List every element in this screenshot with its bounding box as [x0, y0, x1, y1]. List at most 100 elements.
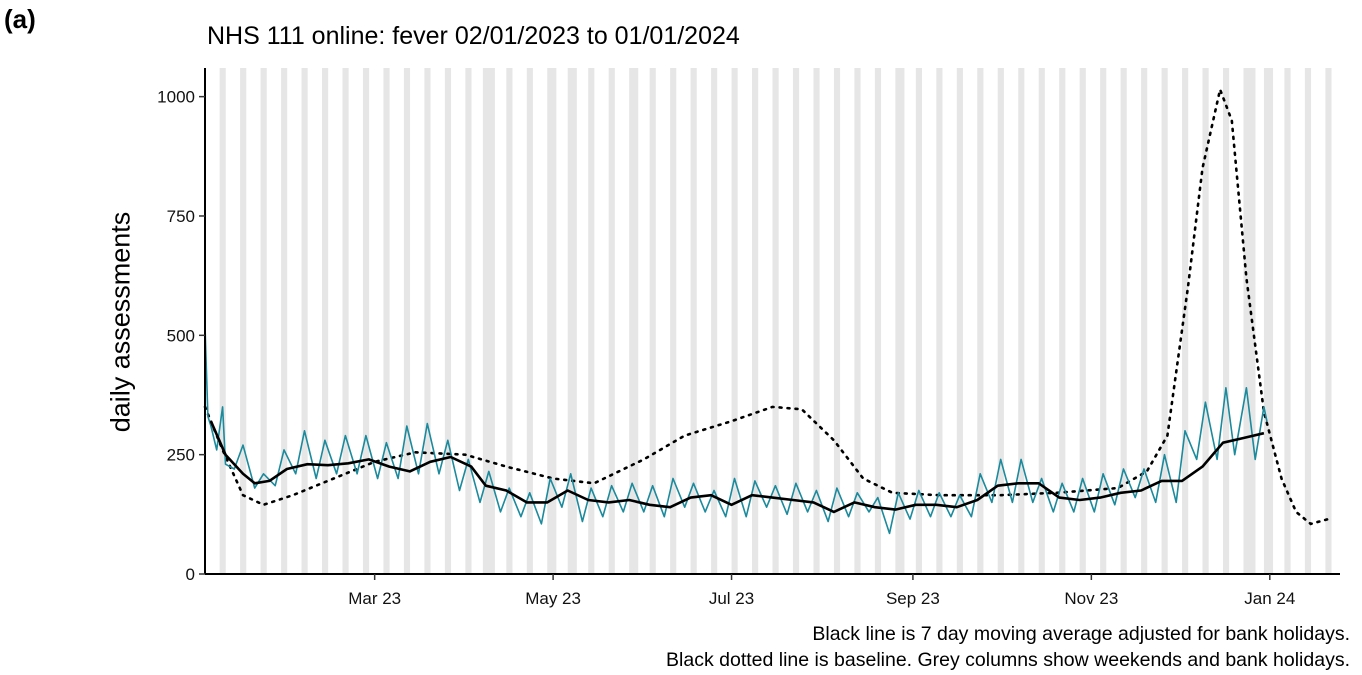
weekend-column [792, 68, 797, 574]
weekend-column [1287, 68, 1291, 574]
weekend-column [1202, 68, 1206, 574]
weekend-column [754, 68, 759, 574]
weekend-column [263, 68, 267, 574]
weekend-column [1307, 68, 1312, 574]
weekend-column [342, 68, 346, 574]
weekend-column [673, 68, 677, 574]
weekend-column [874, 68, 879, 574]
weekend-column [813, 68, 817, 574]
weekend-column [304, 68, 308, 574]
weekend-column [1062, 68, 1066, 574]
weekend-column [977, 68, 981, 574]
weekend-column [553, 68, 557, 574]
weekend-column [1205, 68, 1209, 574]
weekend-column [1018, 68, 1022, 574]
weekend-column [1021, 68, 1025, 574]
weekend-column [591, 68, 595, 574]
panel-label: (a) [4, 4, 36, 34]
weekend-column [997, 68, 1001, 574]
weekend-column [362, 68, 367, 574]
weekend-column [222, 68, 226, 574]
weekend-column [509, 68, 513, 574]
weekend-column [588, 68, 592, 574]
weekend-column [693, 68, 697, 574]
weekend-column [877, 68, 882, 574]
x-tick-label: Mar 23 [348, 589, 401, 608]
weekend-column [526, 68, 531, 574]
weekend-column [670, 68, 674, 574]
weekend-column [424, 68, 428, 574]
weekend-column [567, 68, 571, 574]
weekend-column [1284, 68, 1288, 574]
weekend-column [649, 68, 653, 574]
weekend-column [918, 68, 922, 574]
weekend-column [836, 68, 841, 574]
y-tick-label: 500 [167, 326, 195, 345]
weekend-column [529, 68, 533, 574]
weekend-column [939, 68, 943, 574]
weekend-column [1325, 68, 1329, 574]
weekend-column [1100, 68, 1104, 574]
weekend-column [1328, 68, 1332, 574]
weekend-column [281, 68, 285, 574]
weekend-column [324, 68, 329, 574]
weekend-column [711, 68, 715, 574]
weekend-column [611, 68, 615, 574]
x-tick-label: Sep 23 [886, 589, 940, 608]
weekend-column [1059, 68, 1063, 574]
weekend-column [895, 68, 899, 574]
weekend-column [1103, 68, 1107, 574]
weekend-column [550, 68, 554, 574]
weekend-column [1164, 68, 1168, 574]
weekend-column [1304, 68, 1309, 574]
weekend-column [816, 68, 820, 574]
weekend-column [752, 68, 756, 574]
weekend-column [1041, 68, 1045, 574]
weekend-column [772, 68, 776, 574]
weekend-column [465, 68, 469, 574]
weekend-column [1225, 68, 1230, 574]
weekend-column [915, 68, 920, 574]
caption-line-2: Black dotted line is baseline. Grey colu… [666, 649, 1350, 671]
weekend-column [775, 68, 779, 574]
weekend-column [1123, 68, 1127, 574]
weekend-column [447, 68, 452, 574]
weekend-column [635, 68, 639, 574]
weekend-column [713, 68, 718, 574]
weekend-column [632, 68, 636, 574]
axes: 0 250 500 750 1000 Mar 23 May 23 Jul 23 Sep 23 No… [157, 68, 1340, 608]
weekend-column [690, 68, 694, 574]
weekend-column [1184, 68, 1189, 574]
weekend-column [731, 68, 735, 574]
weekend-column [301, 68, 305, 574]
weekend-column [795, 68, 800, 574]
weekend-column [608, 68, 612, 574]
weekend-column [901, 68, 905, 574]
weekend-column [403, 68, 408, 574]
weekend-column [1000, 68, 1004, 574]
weekend-column [1038, 68, 1042, 574]
weekend-column [365, 68, 370, 574]
y-tick-label: 1000 [157, 88, 195, 107]
weekend-column [956, 68, 961, 574]
weekend-column [406, 68, 411, 574]
weekend-column [1269, 68, 1274, 574]
weekend-column [386, 68, 390, 574]
weekend-column [488, 68, 492, 574]
weekend-column [854, 68, 858, 574]
weekend-column [491, 68, 495, 574]
x-tick-label: Jan 24 [1244, 589, 1295, 608]
weekend-column [833, 68, 838, 574]
weekend-column [1079, 68, 1083, 574]
weekend-column [1182, 68, 1186, 574]
series-layer [203, 84, 1330, 535]
weekend-column [219, 68, 223, 574]
weekend-column [898, 68, 902, 574]
weekend-column [1144, 68, 1148, 574]
series-line-daily [204, 325, 1268, 535]
weekend-column [243, 68, 247, 574]
weekend-column [629, 68, 633, 574]
weekend-column [652, 68, 656, 574]
series-line-moving-average [209, 420, 1265, 514]
weekend-column [1161, 68, 1165, 574]
